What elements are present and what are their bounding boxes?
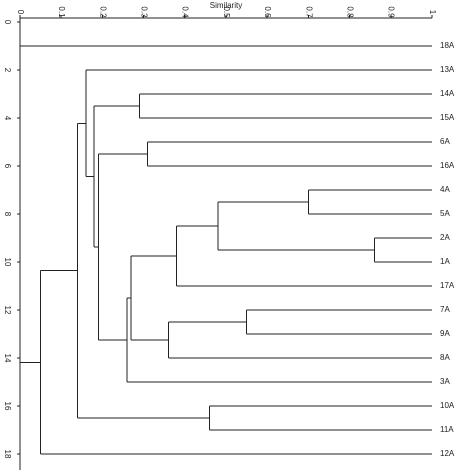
x-tick-label: 1 xyxy=(428,10,437,15)
x-tick-label: 0.5 xyxy=(222,6,231,18)
y-tick-label: 18 xyxy=(3,450,12,459)
leaf-label: 15A xyxy=(440,113,455,122)
x-tick-label: 0.2 xyxy=(98,6,107,18)
leaf-label: 3A xyxy=(440,377,450,386)
leaf-label: 2A xyxy=(440,233,450,242)
leaf-label: 16A xyxy=(440,161,455,170)
leaf-label: 11A xyxy=(440,425,454,434)
leaf-label: 13A xyxy=(440,65,455,74)
y-tick-label: 0 xyxy=(3,20,12,25)
x-tick-label: 0.8 xyxy=(345,6,354,18)
leaf-label: 5A xyxy=(440,209,450,218)
y-tick-label: 6 xyxy=(3,164,12,169)
y-tick-label: 2 xyxy=(3,68,12,73)
leaf-label: 12A xyxy=(440,449,455,458)
x-tick-label: 0.4 xyxy=(181,6,190,18)
y-tick-label: 4 xyxy=(3,116,12,121)
y-tick-label: 12 xyxy=(3,306,12,315)
y-tick-label: 10 xyxy=(3,258,12,267)
leaf-label: 6A xyxy=(440,137,450,146)
x-tick-label: 0.7 xyxy=(304,6,313,18)
leaf-label: 1A xyxy=(440,257,450,266)
leaf-label: 9A xyxy=(440,329,450,338)
x-tick-label: 0.3 xyxy=(139,6,148,18)
x-tick-label: 0 xyxy=(16,10,25,15)
leaf-label: 10A xyxy=(440,401,455,410)
leaf-label: 4A xyxy=(440,185,450,194)
x-tick-label: 0.6 xyxy=(263,6,272,18)
leaf-label: 18A xyxy=(440,41,455,50)
y-tick-label: 16 xyxy=(3,402,12,411)
x-axis-title: Similarity xyxy=(210,1,242,10)
leaf-label: 17A xyxy=(440,281,455,290)
y-tick-label: 8 xyxy=(3,212,12,217)
leaf-label: 7A xyxy=(440,305,450,314)
x-tick-label: 0.1 xyxy=(57,6,66,18)
leaf-label: 8A xyxy=(440,353,450,362)
x-tick-label: 0.9 xyxy=(387,6,396,18)
y-tick-label: 14 xyxy=(3,354,12,363)
leaf-label: 14A xyxy=(440,89,455,98)
